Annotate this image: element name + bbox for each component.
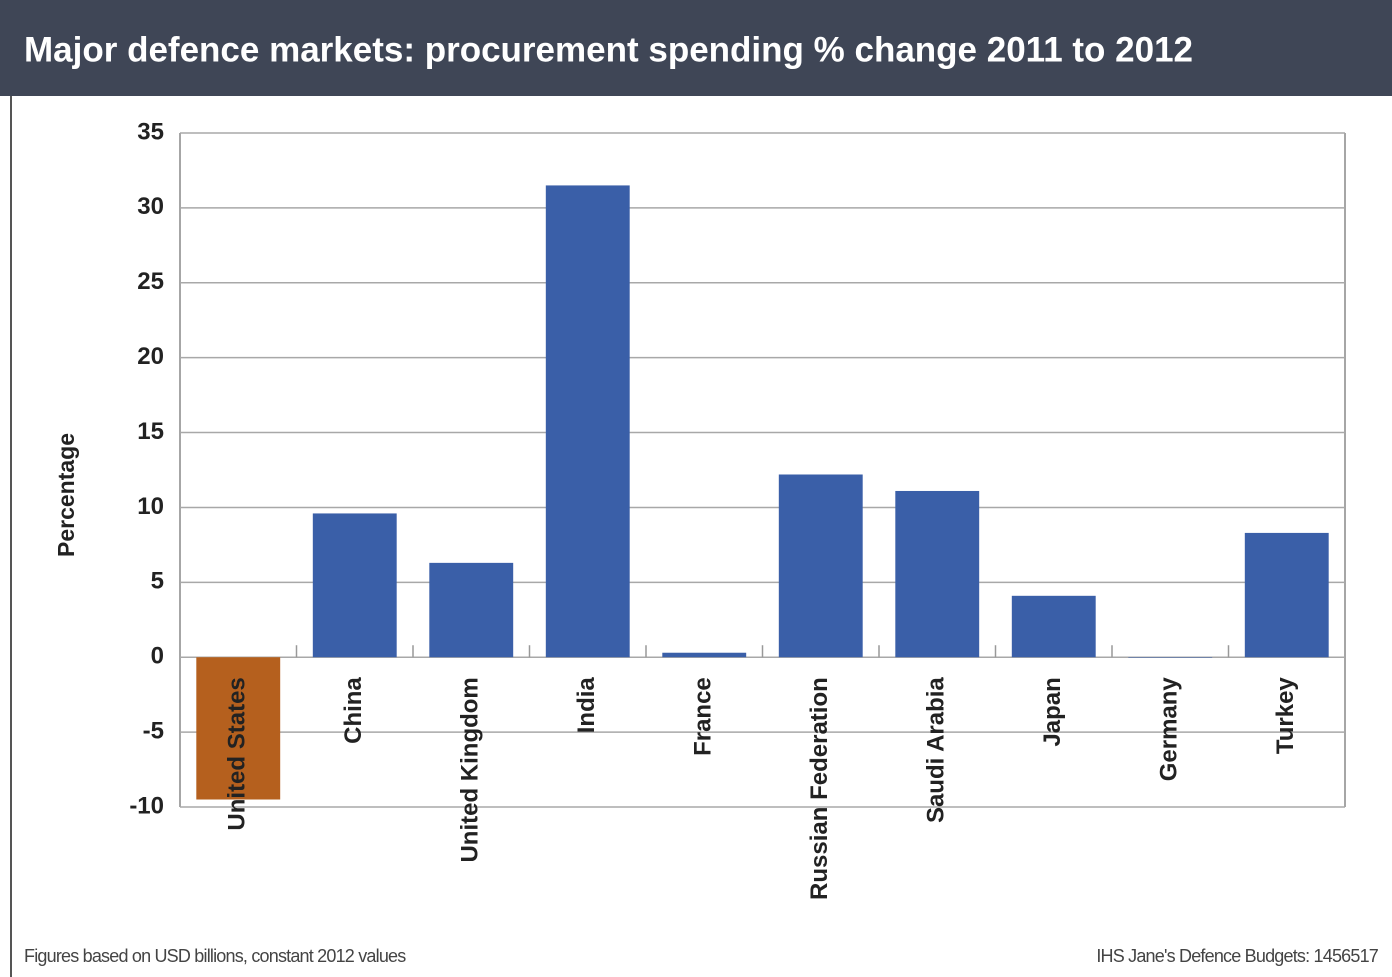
y-tick-label: 35: [137, 118, 164, 145]
bar: [1011, 595, 1096, 658]
title-bar: [0, 0, 1392, 96]
bar: [895, 490, 980, 658]
x-tick-label: India: [573, 677, 600, 734]
y-tick-label: 25: [137, 268, 164, 295]
x-tick-label: Saudi Arabia: [923, 677, 950, 823]
x-tick-label: United States: [224, 677, 251, 830]
y-tick-label: 15: [137, 418, 164, 445]
x-tick-label: United Kingdom: [457, 677, 484, 862]
y-tick-label: -5: [143, 717, 164, 744]
bar: [1128, 657, 1213, 658]
source: IHS Jane's Defence Budgets: 1456517: [1096, 946, 1378, 966]
bar: [196, 657, 281, 800]
chart-title: Major defence markets: procurement spend…: [24, 30, 1193, 69]
x-tick-label: France: [690, 677, 717, 756]
y-tick-label: -10: [129, 792, 164, 819]
bar: [778, 474, 863, 658]
y-tick-label: 10: [137, 493, 164, 520]
x-tick-label: Japan: [1039, 677, 1066, 746]
bar: [545, 185, 630, 658]
y-tick-label: 30: [137, 193, 164, 220]
bar: [662, 652, 747, 658]
x-tick-label: Turkey: [1272, 677, 1299, 755]
y-tick-label: 0: [151, 643, 164, 670]
y-axis-label: Percentage: [53, 433, 79, 557]
bar: [429, 562, 514, 658]
bar: [1244, 532, 1329, 658]
x-tick-label: China: [340, 677, 367, 744]
y-tick-label: 20: [137, 343, 164, 370]
footnote: Figures based on USD billions, constant …: [24, 946, 406, 966]
y-tick-label: 5: [151, 568, 164, 595]
x-tick-label: Russian Federation: [806, 677, 833, 900]
bar: [312, 513, 397, 658]
x-tick-label: Germany: [1156, 677, 1183, 782]
